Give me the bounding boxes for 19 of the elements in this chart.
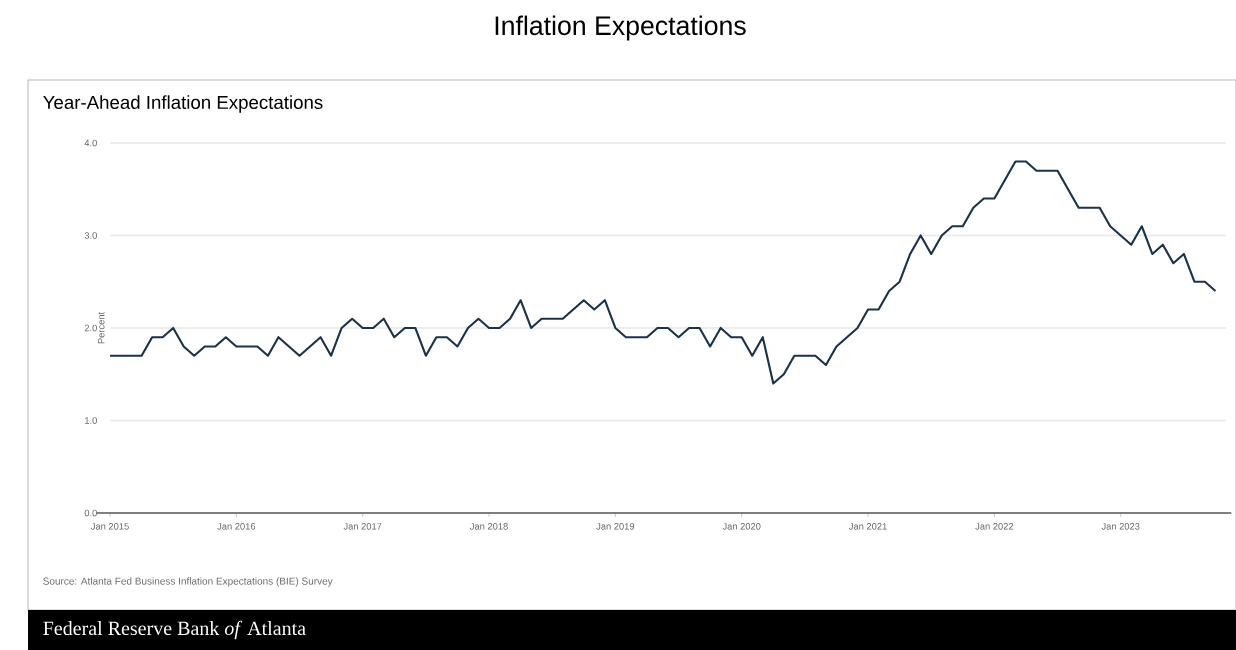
x-tick-label: Jan 2022 — [975, 523, 1014, 530]
x-tick-label: Jan 2021 — [848, 523, 887, 530]
x-tick-label: Jan 2018 — [469, 523, 508, 530]
y-tick-label: 1.0 — [85, 417, 97, 424]
text: Federal Reserve Bank of Atlanta — [43, 620, 306, 640]
chart-title: Inflation Expectations — [495, 15, 746, 41]
x-tick-label: Jan 2016 — [217, 523, 256, 530]
x-tick-label: Jan 2019 — [596, 523, 635, 530]
y-tick-label: 2.0 — [84, 324, 97, 332]
x-tick-label: Jan 2015 — [90, 523, 129, 530]
y-tick-label: 3.0 — [84, 232, 97, 239]
x-tick-label: Jan 2017 — [343, 523, 382, 530]
source-note: Source: Atlanta Fed Business Inflation Expectations (BIE) Survey — [43, 577, 333, 587]
chart-subtitle: Year-Ahead Inflation Expectations — [43, 95, 323, 113]
x-tick-label: Jan 2020 — [722, 523, 761, 530]
y-axis-title: Percent — [98, 311, 105, 344]
y-tick-label: 0.0 — [84, 509, 97, 517]
y-tick-label: 4.0 — [84, 139, 97, 147]
x-tick-label: Jan 2023 — [1101, 523, 1140, 530]
